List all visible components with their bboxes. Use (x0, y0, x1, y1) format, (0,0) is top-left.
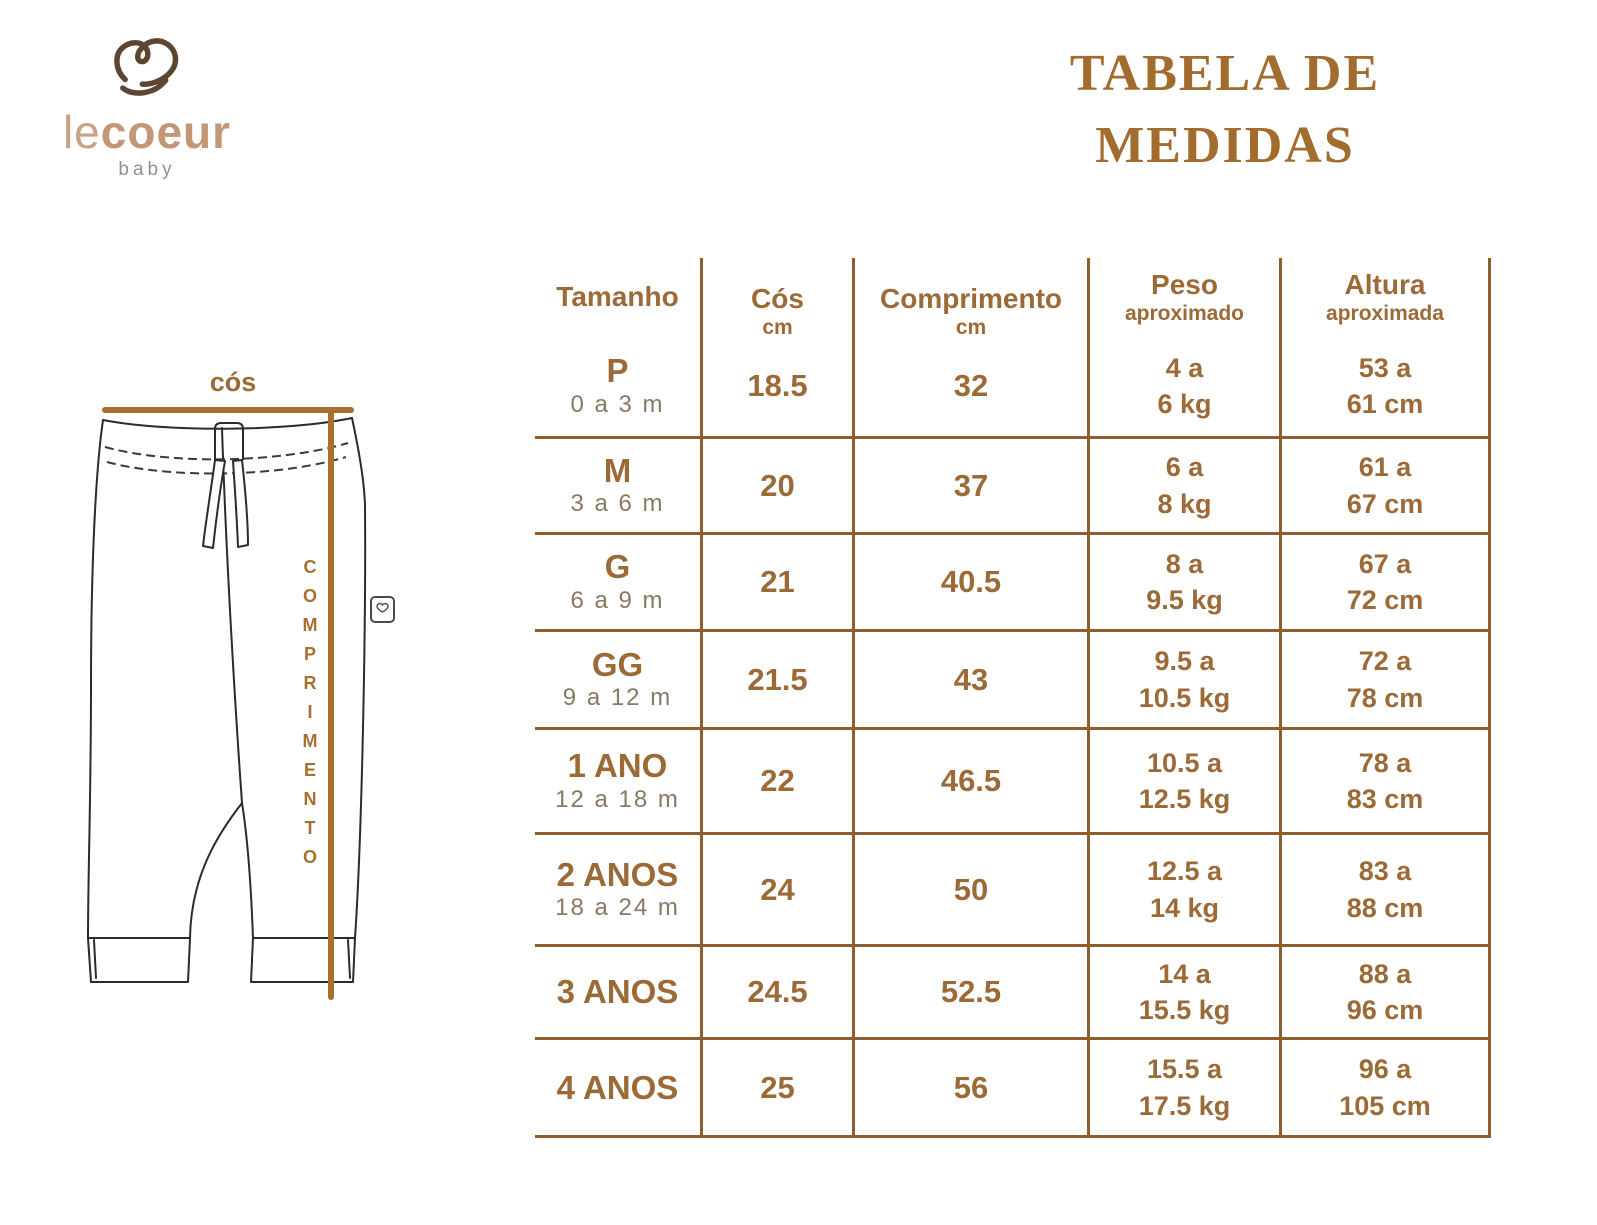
measure-lines (102, 407, 354, 1000)
size-cell: G 6 a 9 m (535, 532, 703, 629)
col-header-altura: Altura aproximada (1282, 258, 1491, 336)
page-title: TABELA DE MEDIDAS (1020, 38, 1430, 182)
waist-value-cell: 20 (703, 436, 855, 532)
length-value-cell: 37 (855, 436, 1090, 532)
height-range-cell: 67 a 72 cm (1282, 532, 1491, 629)
height-range-cell: 83 a 88 cm (1282, 832, 1491, 944)
col-header-peso: Peso aproximado (1090, 258, 1282, 336)
waist-value-cell: 25 (703, 1037, 855, 1138)
side-tag (370, 596, 395, 623)
weight-range-cell: 8 a 9.5 kg (1090, 532, 1282, 629)
length-measure-label: COMPRIMENTO (300, 557, 320, 876)
height-range-cell: 78 a 83 cm (1282, 727, 1491, 832)
size-cell: 2 ANOS 18 a 24 m (535, 832, 703, 944)
waist-value-cell: 21 (703, 532, 855, 629)
size-cell: 3 ANOS (535, 944, 703, 1037)
height-range-cell: 96 a 105 cm (1282, 1037, 1491, 1138)
pants-measurement-diagram: cós COMPRIMENTO (85, 365, 435, 1025)
length-value-cell: 56 (855, 1037, 1090, 1138)
weight-range-cell: 12.5 a 14 kg (1090, 832, 1282, 944)
size-cell: 1 ANO 12 a 18 m (535, 727, 703, 832)
size-cell: M 3 a 6 m (535, 436, 703, 532)
brand-tagline: baby (118, 159, 176, 181)
length-value-cell: 52.5 (855, 944, 1090, 1037)
length-value-cell: 50 (855, 832, 1090, 944)
weight-range-cell: 10.5 a 12.5 kg (1090, 727, 1282, 832)
length-value-cell: 40.5 (855, 532, 1090, 629)
page-title-line2: MEDIDAS (1095, 116, 1355, 174)
brand-logo: lecoeur baby (35, 26, 259, 181)
tag-heart-icon (376, 602, 389, 613)
brand-wordmark: lecoeur (35, 108, 259, 156)
col-header-comprimento: Comprimento cm (855, 258, 1090, 339)
height-range-cell: 72 a 78 cm (1282, 629, 1491, 727)
weight-range-cell: 14 a 15.5 kg (1090, 944, 1282, 1037)
waist-value-cell: 24 (703, 832, 855, 944)
length-value-cell: 43 (855, 629, 1090, 727)
waist-value-cell: 18.5 (703, 336, 855, 436)
page-title-line1: TABELA DE (1069, 45, 1381, 102)
col-header-tamanho: Tamanho (535, 258, 703, 336)
length-value-cell: 46.5 (855, 727, 1090, 832)
brand-le: le (62, 106, 101, 158)
col-header-cos: Cós cm (703, 258, 855, 339)
weight-range-cell: 15.5 a 17.5 kg (1090, 1037, 1282, 1138)
heart-icon (114, 38, 179, 96)
waist-value-cell: 24.5 (703, 944, 855, 1037)
pants-drawing (87, 407, 395, 1000)
size-cell: GG 9 a 12 m (535, 629, 703, 727)
height-range-cell: 88 a 96 cm (1282, 944, 1491, 1037)
weight-range-cell: 9.5 a 10.5 kg (1090, 629, 1282, 727)
waist-value-cell: 22 (703, 727, 855, 832)
length-value-cell: 32 (855, 336, 1090, 436)
waist-value-cell: 21.5 (703, 629, 855, 727)
height-range-cell: 53 a 61 cm (1282, 336, 1491, 436)
size-cell: P 0 a 3 m (535, 336, 703, 436)
brand-coeur: coeur (100, 106, 232, 158)
measurements-table: Tamanho Cós cm Comprimento cm Peso aprox… (535, 258, 1491, 1138)
size-cell: 4 ANOS (535, 1037, 703, 1138)
height-range-cell: 61 a 67 cm (1282, 436, 1491, 532)
waist-measure-label: cós (209, 367, 257, 397)
